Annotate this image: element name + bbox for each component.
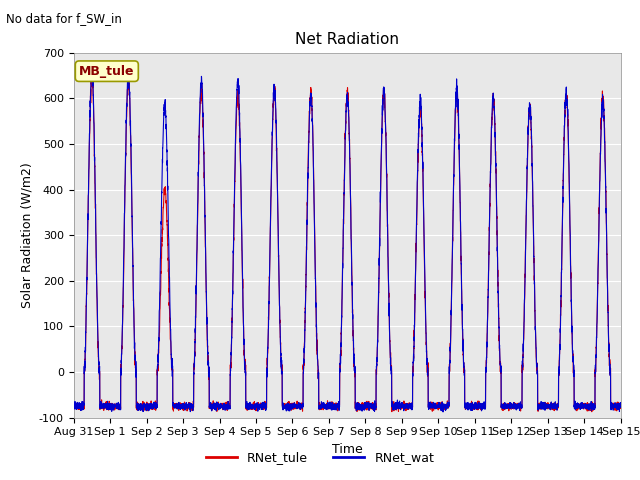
RNet_tule <box>440 406 447 411</box>
RNet_wat <box>470 403 478 408</box>
Legend: RNet_tule, RNet_wat: RNet_tule, RNet_wat <box>201 446 439 469</box>
Text: MB_tule: MB_tule <box>79 65 134 78</box>
RNet_wat <box>327 400 335 406</box>
RNet_wat <box>70 404 77 409</box>
RNet_tule <box>501 404 509 410</box>
RNet_tule <box>616 406 624 411</box>
Title: Net Radiation: Net Radiation <box>295 33 399 48</box>
RNet_wat <box>501 404 509 409</box>
RNet_tule <box>70 407 77 412</box>
RNet_tule <box>617 403 625 408</box>
Y-axis label: Solar Radiation (W/m2): Solar Radiation (W/m2) <box>20 162 33 308</box>
RNet_wat <box>617 404 625 410</box>
X-axis label: Time: Time <box>332 443 363 456</box>
Line: RNet_wat: RNet_wat <box>74 67 621 412</box>
RNet_wat <box>616 405 624 410</box>
RNet_wat <box>125 64 132 70</box>
RNet_tule <box>588 409 596 415</box>
RNet_wat <box>440 404 447 410</box>
Text: No data for f_SW_in: No data for f_SW_in <box>6 12 122 25</box>
RNet_wat <box>439 409 447 415</box>
RNet_tule <box>125 72 132 77</box>
RNet_tule <box>168 359 176 365</box>
RNet_tule <box>470 403 477 409</box>
RNet_tule <box>327 402 335 408</box>
Line: RNet_tule: RNet_tule <box>74 74 621 412</box>
RNet_wat <box>168 361 176 367</box>
